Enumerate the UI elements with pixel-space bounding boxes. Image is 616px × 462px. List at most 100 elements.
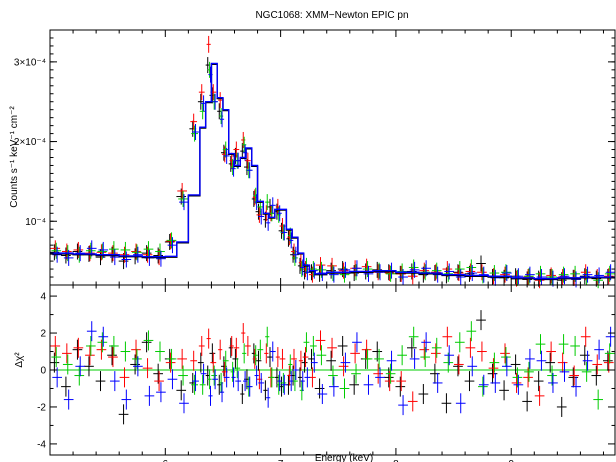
residual-data-point [301,352,308,373]
residual-data-point [535,334,546,355]
spectrum-data-point [316,261,327,278]
spectrum-panel: 10⁻⁴ 2×10⁻⁴ 3×10⁻⁴ Counts s⁻¹ keV⁻¹ cm⁻² [9,29,616,289]
residual-data-point [74,365,85,386]
residual-data-point [235,371,242,392]
residual-data-point [75,356,86,377]
residual-data-point [49,352,60,373]
residual-data-point [121,389,132,410]
spectrum-data-point [109,249,120,266]
residual-data-point [199,374,206,395]
spectrum-frame [49,29,616,286]
chart-title: NGC1068: XMM−Newton EPIC pn [255,10,408,21]
residual-data-point [466,321,477,342]
spectrum-data-point [265,194,270,211]
residual-data-point [453,356,463,377]
residual-data-point [490,372,501,393]
residual-data-point [109,371,120,392]
spectrum-data-point [385,265,396,282]
residual-x-tick-label: 8 [393,459,399,462]
spectrum-data-point [191,125,198,142]
spectrum-data-point [409,261,420,278]
spectrum-data-point [546,267,556,284]
residual-data-point [581,361,592,382]
spectrum-data-point [349,265,360,282]
spectrum-data-point [300,259,305,276]
residual-data-point [241,323,246,344]
spectrum-data-point [277,205,282,222]
residual-data-point [352,332,362,353]
spectrum-data-point [190,113,198,130]
spectrum-data-point [490,269,501,286]
residual-data-point [362,348,373,369]
spectrum-data-point [292,249,298,266]
residual-data-point [443,352,454,373]
x-axis-label: Energy (keV) [315,453,373,462]
spectrum-data-point [362,261,373,278]
residual-data-point [153,363,163,384]
residual-data-point [231,367,236,388]
residual-data-point [230,361,235,382]
residual-data-point [130,354,140,375]
spectrum-data-point [431,262,442,279]
residual-data-point [144,385,155,406]
spectrum-data-point [489,265,500,282]
residual-data-point [605,326,616,347]
spectrum-data-point [153,247,163,264]
residual-data-point [62,354,73,375]
spectrum-data-point [179,194,189,211]
residual-data-point [525,348,535,369]
residual-data-point [419,339,430,360]
residual-data-point [288,354,293,375]
spectrum-data-point [338,262,349,279]
residual-y-tick-label: -4 [37,439,46,450]
residual-data-point [604,343,615,364]
spectrum-data-point [383,264,394,281]
spectrum-y-axis-label: Counts s⁻¹ keV⁻¹ cm⁻² [9,106,20,208]
spectrum-data-point [340,261,351,278]
residual-data-point [240,384,245,405]
residual-data-point [582,350,593,371]
residual-data-point [200,363,207,384]
spectrum-data-point [326,262,336,279]
residual-data-point [212,369,219,390]
residual-data-point [141,332,152,353]
residual-data-point [255,350,262,371]
residual-data-point [291,348,297,369]
residual-data-point [61,376,71,397]
residual-data-point [340,352,351,373]
residual-data-point [487,363,498,384]
spectrum-data-point [292,246,299,263]
residual-data-point [478,376,488,397]
residual-data-point [328,365,338,386]
residual-data-point [228,337,233,358]
residual-data-point [420,347,431,368]
spectrum-data-point [289,232,294,249]
residual-data-point [557,352,568,373]
spectrum-data-point [420,264,431,281]
residual-data-point [569,365,580,386]
residual-data-point [95,371,106,392]
residual-series-3 [51,321,615,410]
residual-data-point [280,372,287,393]
spectrum-data-point [96,244,107,261]
residual-data-point [441,393,452,414]
residual-data-point [373,363,384,384]
spectrum-data-point [467,265,478,282]
spectrum-data-point [536,269,547,286]
spectrum-data-point [464,265,475,282]
residual-data-point [281,374,288,395]
residual-y-tick-label: -2 [37,402,46,413]
spectrum-data-point [85,242,96,259]
residual-data-point [303,332,310,353]
spectrum-data-point [594,267,604,284]
spectrum-data-point [513,268,524,285]
residual-data-point [406,337,417,358]
residual-data-point [167,369,178,390]
residual-data-point [84,356,94,377]
spectrum-data-point [500,266,510,283]
residual-data-point [209,343,216,364]
residual-series-2 [50,323,614,412]
residual-data-point [327,337,337,358]
residual-data-point [109,335,119,356]
residual-data-point [289,371,294,392]
